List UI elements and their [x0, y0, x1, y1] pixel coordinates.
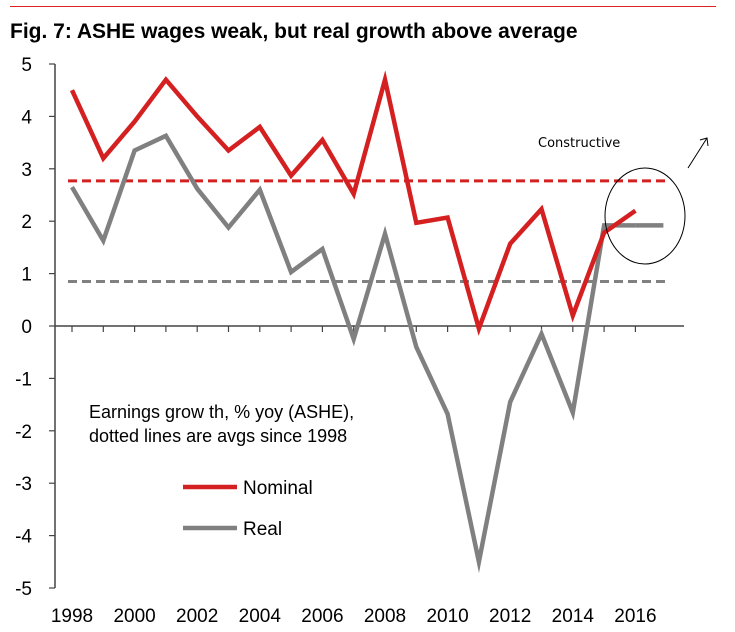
- y-tick-label: -5: [15, 579, 32, 600]
- x-tick-label: 2006: [301, 606, 343, 627]
- y-tick-label: 0: [21, 317, 32, 338]
- chart-note: Earnings grow th, % yoy (ASHE), dotted li…: [89, 402, 354, 446]
- constructive-annotation: Constructive: [538, 136, 709, 265]
- note-line: dotted lines are avgs since 1998: [89, 426, 347, 446]
- average-lines: [68, 179, 670, 283]
- y-tick-label: -2: [15, 422, 32, 443]
- x-tick-labels: 1998 2000 2002 2004 2006 2008 2010 2012 2014 2016: [51, 606, 657, 627]
- x-tick-label: 2004: [239, 606, 282, 627]
- y-tick-label: -4: [15, 527, 32, 548]
- title-rule: [10, 6, 716, 7]
- y-tick-labels: 5 4 3 2 1 0 -1 -2 -3 -4 -5: [15, 55, 32, 600]
- x-tick-label: 2014: [552, 606, 595, 627]
- arrow-head: [699, 137, 709, 147]
- x-tick-label: 1998: [51, 606, 93, 627]
- arrow-shaft: [687, 137, 708, 169]
- series-line-nominal: [69, 70, 637, 336]
- y-tick-label: 3: [21, 160, 32, 181]
- x-tick-label: 2002: [176, 606, 218, 627]
- annotation-label: Constructive: [538, 136, 620, 151]
- y-tick-label: 4: [21, 107, 32, 128]
- series-line-real: [70, 132, 636, 574]
- y-tick-label: 2: [21, 212, 32, 233]
- y-tick-label: -3: [15, 474, 32, 495]
- axes: [49, 63, 684, 589]
- highlight-circle: [604, 167, 686, 265]
- x-tick-label: 2016: [614, 606, 656, 627]
- note-line: Earnings grow th, % yoy (ASHE),: [89, 402, 354, 422]
- x-tick-label: 2000: [113, 606, 155, 627]
- x-tick-label: 2008: [364, 606, 406, 627]
- y-tick-label: -1: [15, 369, 32, 390]
- x-tick-label: 2012: [489, 606, 531, 627]
- chart-title: Fig. 7: ASHE wages weak, but real growth…: [10, 20, 578, 43]
- legend: Nominal Real: [183, 478, 313, 540]
- y-tick-label: 5: [21, 55, 32, 76]
- series-lines: [69, 70, 664, 574]
- legend-label-nominal: Nominal: [243, 478, 313, 499]
- x-tick-label: 2010: [426, 606, 468, 627]
- legend-label-real: Real: [243, 519, 282, 540]
- y-tick-label: 1: [21, 265, 32, 286]
